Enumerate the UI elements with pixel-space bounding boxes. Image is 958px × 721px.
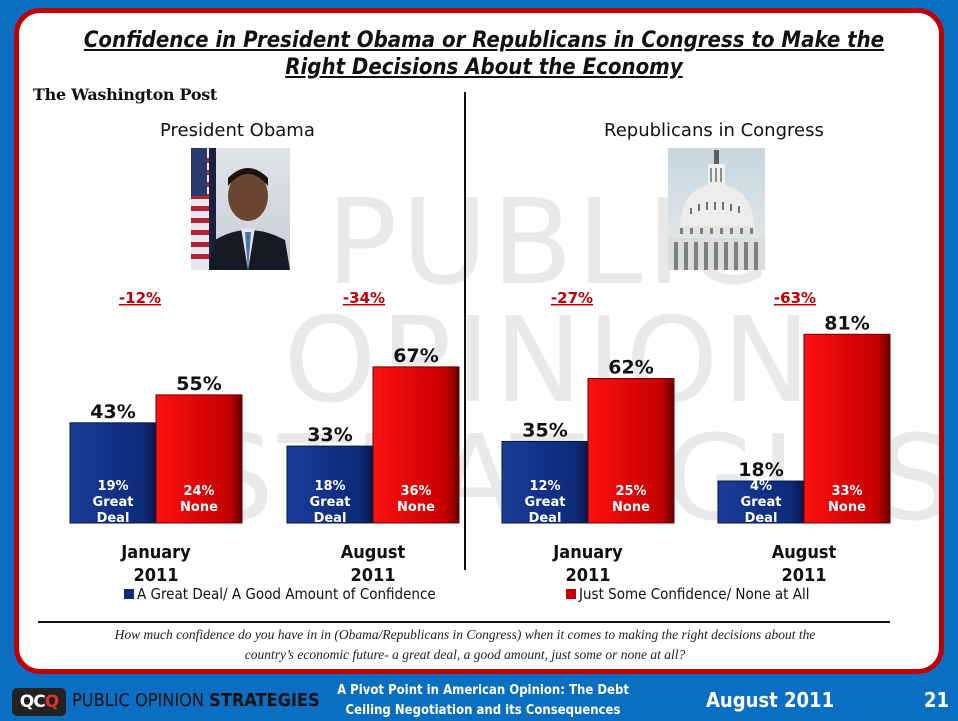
none-sub-label: 24% [183, 484, 214, 499]
none-value-label: 62% [608, 357, 653, 379]
legend-label: Just Some Confidence/ None at All [579, 585, 810, 603]
capitol-dome-image [668, 148, 765, 270]
confidence-value-label: 43% [90, 401, 135, 423]
watermark-line: OPINION [283, 291, 815, 429]
none-bar [372, 366, 460, 524]
net-change-label: -27% [551, 289, 593, 307]
none-sub-label: 36% [400, 484, 431, 499]
survey-question-line1: How much confidence do you have in in (O… [114, 627, 816, 642]
presentation-title-line2: Ceiling Negotiation and its Consequences [345, 703, 621, 718]
none-bar [803, 333, 891, 524]
category-label-year: 2011 [565, 565, 610, 586]
none-value-label: 81% [824, 312, 869, 334]
slide-title-line2: Right Decisions About the Economy [285, 55, 683, 80]
confidence-sub-label: 19% [97, 479, 128, 494]
presentation-title: A Pivot Point in American Opinion: The D… [318, 681, 648, 721]
category-label-month: January [120, 542, 191, 563]
confidence-sub-label: Great [525, 495, 566, 510]
none-sub-label: None [180, 500, 218, 515]
none-value-label: 55% [176, 373, 221, 395]
confidence-sub-label: Great [741, 495, 782, 510]
confidence-sub-label: 4% [750, 479, 772, 494]
none-sub-label: None [612, 500, 650, 515]
none-bar [155, 394, 243, 524]
company-name-bold: STRATEGIES [209, 690, 320, 711]
legend-item-confidence: A Great Deal/ A Good Amount of Confidenc… [124, 585, 436, 603]
confidence-sub-label: Great [93, 495, 134, 510]
category-label-year: 2011 [781, 565, 826, 586]
confidence-value-label: 18% [738, 459, 783, 481]
none-sub-label: 33% [831, 484, 862, 499]
company-name-light: PUBLIC OPINION [72, 690, 204, 711]
confidence-sub-label: Great [310, 495, 351, 510]
confidence-sub-label: Deal [314, 511, 347, 526]
survey-question: How much confidence do you have in in (O… [40, 625, 890, 665]
source-logo: The Washington Post [33, 85, 218, 104]
net-change-label: -34% [343, 289, 385, 307]
net-change-label: -63% [774, 289, 816, 307]
confidence-bar [286, 445, 374, 524]
panel-title-obama: President Obama [160, 120, 315, 141]
slide-title: Confidence in President Obama or Republi… [19, 27, 939, 81]
slide-title-line1: Confidence in President Obama or Republi… [83, 28, 885, 53]
panel-divider [464, 92, 466, 570]
confidence-bar [501, 440, 589, 524]
net-change-label: -12% [119, 289, 161, 307]
confidence-value-label: 35% [522, 419, 567, 441]
company-name: PUBLIC OPINION STRATEGIES [72, 690, 320, 711]
confidence-sub-label: 18% [314, 479, 345, 494]
survey-question-line2: country’s economic future- a great deal,… [244, 647, 686, 662]
none-value-label: 67% [393, 345, 438, 367]
presentation-title-line1: A Pivot Point in American Opinion: The D… [337, 683, 629, 698]
category-label-year: 2011 [350, 565, 395, 586]
obama-portrait-image [191, 148, 290, 270]
legend-label: A Great Deal/ A Good Amount of Confidenc… [137, 585, 436, 603]
question-rule [38, 621, 890, 623]
confidence-bar [69, 422, 157, 524]
none-sub-label: None [828, 500, 866, 515]
panel-title-congress: Republicans in Congress [604, 120, 824, 141]
category-label-month: August [772, 542, 837, 563]
page-number: 21 [924, 688, 950, 712]
confidence-sub-label: Deal [745, 511, 778, 526]
legend-swatch-red [566, 589, 576, 599]
none-bar [587, 378, 675, 524]
none-sub-label: 25% [615, 484, 646, 499]
confidence-sub-label: Deal [97, 511, 130, 526]
legend-swatch-blue [124, 589, 134, 599]
category-label-month: January [552, 542, 623, 563]
confidence-sub-label: 12% [529, 479, 560, 494]
none-sub-label: None [397, 500, 435, 515]
confidence-sub-label: Deal [529, 511, 562, 526]
company-logo-icon: QCQ [12, 688, 66, 716]
category-label-month: August [341, 542, 406, 563]
legend-item-none: Just Some Confidence/ None at All [566, 585, 810, 603]
presentation-date: August 2011 [706, 688, 835, 712]
confidence-value-label: 33% [307, 424, 352, 446]
category-label-year: 2011 [133, 565, 178, 586]
